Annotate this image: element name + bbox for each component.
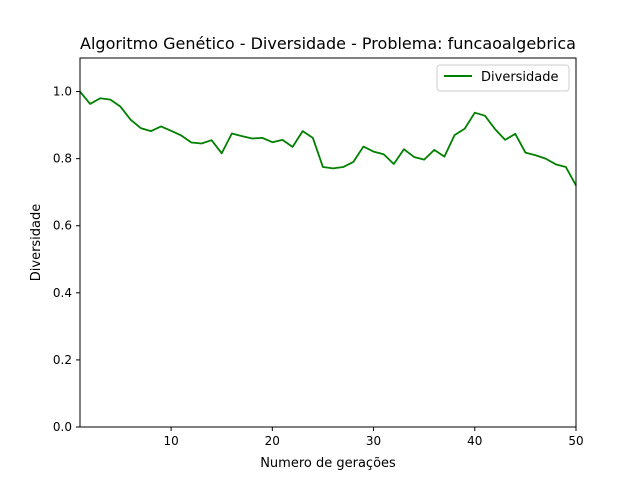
y-tick-label: 0.8 [53, 152, 72, 166]
series-line-diversidade [79, 90, 577, 186]
y-tick-label: 1.0 [53, 85, 72, 99]
plot-area [79, 57, 577, 428]
y-axis: 0.0 0.2 0.4 0.6 0.8 1.0 [53, 85, 80, 434]
plot-background [80, 58, 576, 427]
plot-frame [79, 57, 577, 428]
y-tick-label: 0.4 [53, 286, 72, 300]
y-axis-label: Diversidade [29, 204, 44, 282]
legend: Diversidade [436, 64, 570, 92]
x-axis-label: Numero de gerações [260, 456, 396, 471]
x-axis: 10 20 30 40 50 [163, 427, 584, 448]
legend-box [436, 64, 570, 92]
series-layer [79, 90, 577, 186]
legend-label-diversidade: Diversidade [481, 70, 559, 85]
y-tick-label: 0.2 [53, 353, 72, 367]
y-tick-label: 0.6 [53, 219, 72, 233]
x-tick-label: 50 [568, 434, 583, 448]
chart-title: Algoritmo Genético - Diversidade - Probl… [80, 34, 576, 53]
x-tick-label: 10 [163, 434, 178, 448]
x-tick-label: 30 [366, 434, 381, 448]
x-tick-label: 40 [467, 434, 482, 448]
x-tick-label: 20 [265, 434, 280, 448]
y-tick-label: 0.0 [53, 420, 72, 434]
